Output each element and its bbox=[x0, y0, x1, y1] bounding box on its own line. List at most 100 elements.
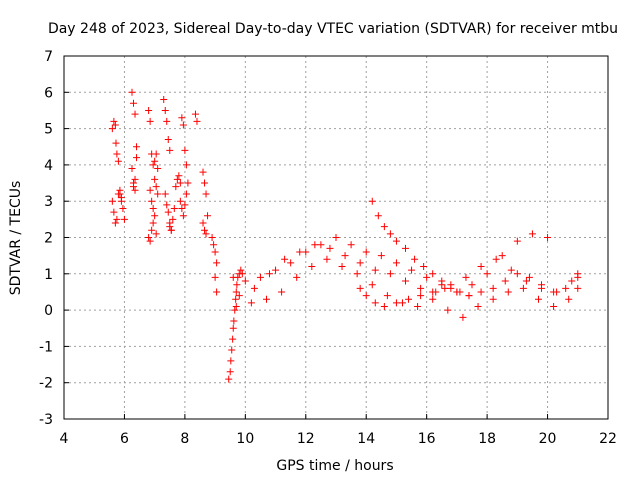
data-point bbox=[117, 194, 125, 202]
data-point bbox=[208, 234, 216, 241]
data-point bbox=[199, 219, 207, 227]
data-point bbox=[420, 263, 428, 271]
data-point bbox=[172, 183, 180, 191]
data-point bbox=[347, 241, 355, 249]
data-point bbox=[468, 281, 476, 289]
data-point bbox=[380, 223, 388, 231]
data-point bbox=[568, 277, 576, 285]
data-point bbox=[151, 175, 159, 183]
data-point bbox=[247, 299, 255, 307]
data-point bbox=[281, 255, 289, 263]
data-point bbox=[181, 201, 189, 209]
data-point bbox=[148, 197, 156, 205]
data-point bbox=[405, 295, 413, 303]
y-tick-label: 3 bbox=[44, 194, 53, 210]
y-tick-label: 1 bbox=[44, 267, 53, 283]
data-point bbox=[371, 299, 379, 307]
data-point bbox=[111, 121, 119, 129]
data-point bbox=[423, 273, 431, 281]
data-point bbox=[278, 288, 286, 296]
data-point bbox=[131, 110, 139, 118]
data-point bbox=[550, 302, 558, 310]
x-tick-label: 10 bbox=[236, 431, 254, 447]
data-point bbox=[417, 284, 425, 292]
data-point bbox=[176, 179, 184, 187]
data-point bbox=[256, 273, 264, 281]
data-point bbox=[114, 190, 122, 198]
data-point bbox=[166, 223, 174, 231]
data-point bbox=[408, 266, 416, 274]
data-point bbox=[173, 175, 181, 183]
data-point bbox=[179, 121, 187, 129]
data-point bbox=[202, 230, 210, 238]
data-point bbox=[154, 190, 162, 198]
data-point bbox=[574, 273, 582, 281]
data-point bbox=[453, 288, 461, 296]
data-point bbox=[191, 110, 199, 118]
data-point bbox=[145, 234, 153, 241]
y-axis-label: SDTVAR / TECUs bbox=[8, 181, 24, 296]
data-point bbox=[229, 324, 237, 332]
data-point bbox=[323, 255, 331, 263]
data-point bbox=[429, 288, 437, 296]
data-point bbox=[131, 175, 139, 183]
data-point bbox=[151, 212, 159, 220]
data-point bbox=[429, 270, 437, 278]
data-point bbox=[386, 270, 394, 278]
data-point bbox=[501, 277, 509, 285]
data-point bbox=[293, 273, 301, 281]
data-point bbox=[148, 226, 156, 234]
data-point bbox=[528, 230, 536, 238]
chart-title: Day 248 of 2023, Sidereal Day-to-day VTE… bbox=[48, 21, 618, 37]
x-axis-label: GPS time / hours bbox=[276, 458, 393, 474]
data-point bbox=[110, 208, 118, 216]
data-point bbox=[377, 252, 385, 260]
x-tick-label: 20 bbox=[539, 431, 557, 447]
data-point bbox=[231, 306, 239, 314]
data-point bbox=[146, 186, 154, 194]
data-point bbox=[160, 96, 168, 104]
data-point bbox=[262, 295, 270, 303]
data-point bbox=[272, 266, 280, 274]
data-point bbox=[181, 146, 189, 154]
data-point bbox=[465, 292, 473, 300]
y-tick-label: 0 bbox=[44, 303, 53, 319]
x-tick-label: 14 bbox=[357, 431, 375, 447]
data-point bbox=[477, 288, 485, 296]
data-point bbox=[562, 284, 570, 292]
data-point bbox=[149, 219, 157, 227]
data-point bbox=[341, 252, 349, 260]
data-point bbox=[565, 295, 573, 303]
x-tick-label: 16 bbox=[418, 431, 436, 447]
data-point bbox=[392, 299, 400, 307]
data-point bbox=[225, 375, 233, 383]
data-point bbox=[326, 244, 334, 252]
data-point bbox=[237, 266, 245, 274]
data-point bbox=[459, 313, 467, 321]
data-point bbox=[163, 117, 171, 125]
data-point bbox=[374, 212, 382, 220]
data-point bbox=[238, 270, 246, 278]
data-point bbox=[227, 357, 235, 365]
data-point bbox=[250, 284, 258, 292]
data-point bbox=[128, 165, 136, 173]
data-point bbox=[182, 190, 190, 198]
data-point bbox=[317, 241, 325, 249]
data-point bbox=[444, 306, 452, 314]
data-point bbox=[513, 237, 521, 245]
data-point bbox=[492, 255, 500, 263]
data-point bbox=[108, 197, 116, 205]
data-point bbox=[392, 259, 400, 267]
data-point bbox=[332, 234, 340, 241]
data-point bbox=[131, 186, 139, 194]
data-point bbox=[113, 150, 121, 158]
data-point bbox=[170, 204, 178, 212]
y-tick-label: 7 bbox=[44, 49, 53, 65]
data-point bbox=[228, 346, 236, 354]
data-point bbox=[356, 259, 364, 267]
data-point bbox=[201, 179, 209, 187]
data-point bbox=[519, 284, 527, 292]
data-point bbox=[383, 292, 391, 300]
data-point bbox=[211, 248, 219, 256]
data-point bbox=[152, 230, 160, 238]
